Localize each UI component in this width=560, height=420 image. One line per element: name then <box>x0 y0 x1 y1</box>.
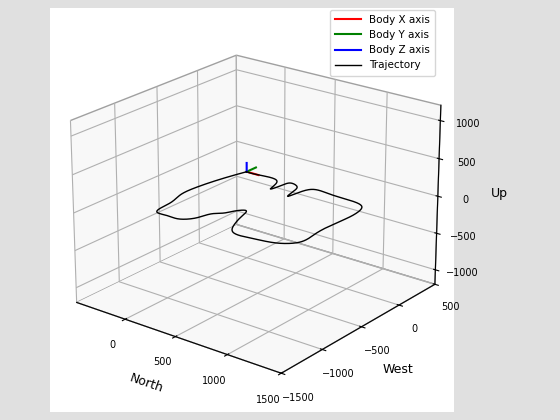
X-axis label: North: North <box>128 372 165 396</box>
Y-axis label: West: West <box>382 363 413 376</box>
Legend: Body X axis, Body Y axis, Body Z axis, Trajectory: Body X axis, Body Y axis, Body Z axis, T… <box>330 10 436 76</box>
